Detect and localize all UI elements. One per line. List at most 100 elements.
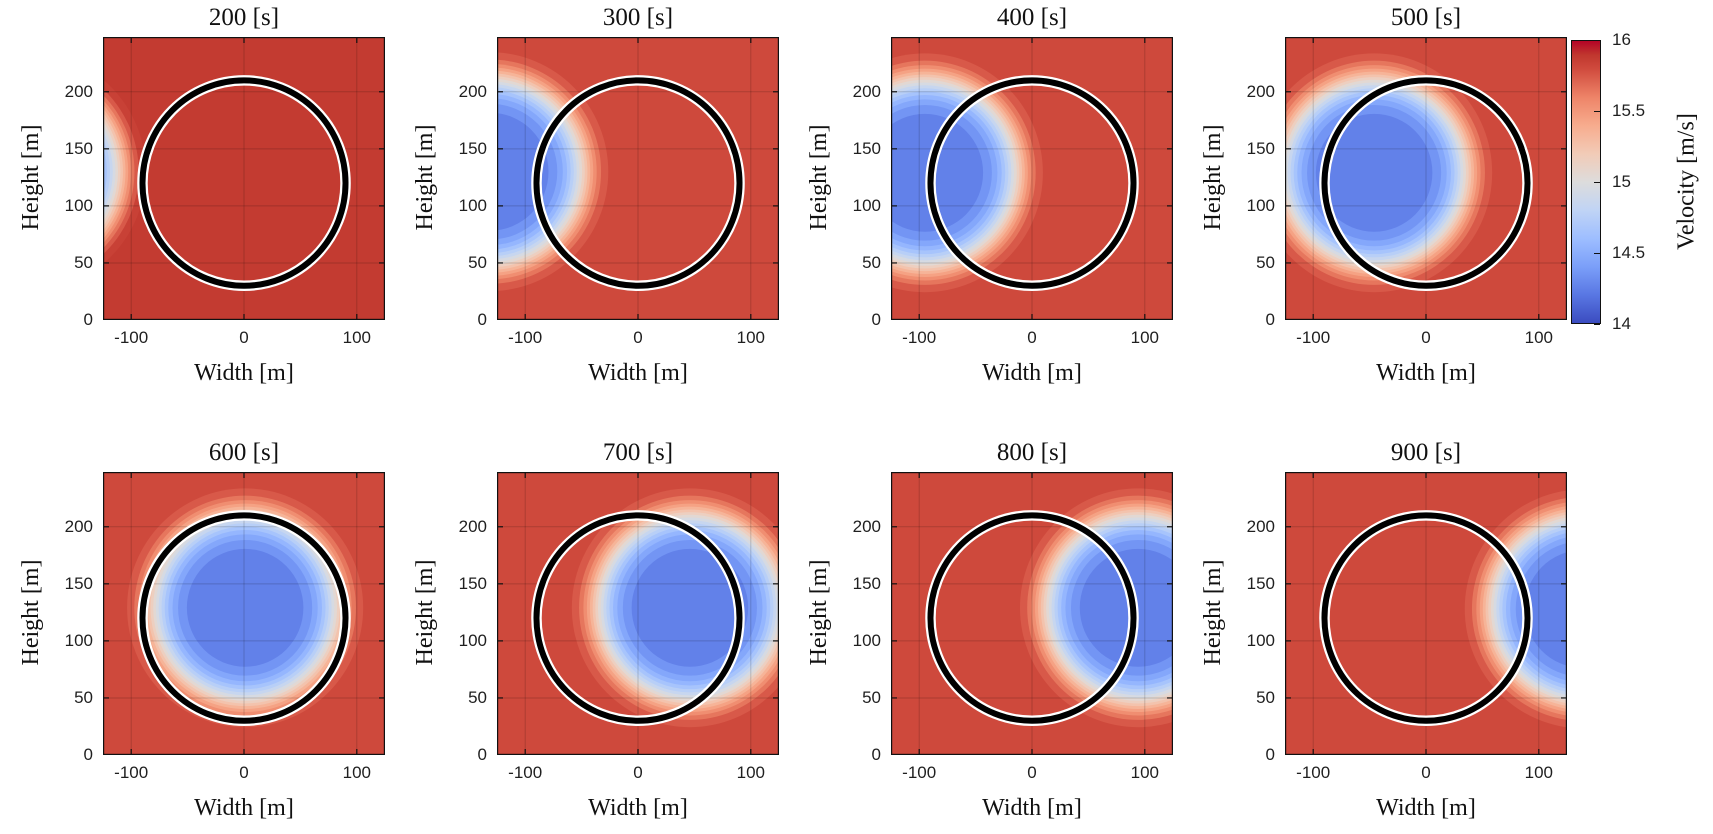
rotor-circle: [927, 512, 1137, 724]
colorbar-tick-label: 16: [1612, 30, 1631, 49]
x-tick-label: 0: [1421, 328, 1431, 347]
x-tick-label: -100: [114, 328, 149, 347]
rotor-circle: [1321, 512, 1531, 724]
rotor-circle: [139, 512, 349, 724]
rotor-circle: [139, 77, 349, 289]
x-tick-label: 100: [342, 328, 371, 347]
y-tick-label: 100: [64, 630, 93, 650]
axes-box: [1285, 37, 1567, 320]
y-tick-label: 150: [64, 573, 93, 593]
x-tick-label: 0: [1421, 763, 1431, 782]
y-axis-label-800s: Height [m]: [805, 559, 832, 665]
rotor-circle: [533, 512, 743, 724]
contour-plot-200s: [103, 37, 385, 320]
y-tick-label: 150: [852, 138, 881, 158]
y-tick-label: 100: [1246, 630, 1275, 650]
y-axis-label-700s: Height [m]: [411, 559, 438, 665]
colorbar-tick-mark: [1594, 111, 1600, 113]
y-tick-label: 200: [852, 516, 881, 536]
y-axis-label-500s: Height [m]: [1199, 124, 1226, 230]
x-tick-label: -100: [902, 763, 937, 782]
wake-contour-bands: [103, 79, 146, 264]
y-tick-label: 150: [458, 138, 487, 158]
x-tick-label: 100: [342, 763, 371, 782]
x-tick-label: 0: [1027, 763, 1037, 782]
x-tick-label: 0: [239, 328, 249, 347]
x-tick-label: 100: [736, 328, 765, 347]
x-tick-label: 0: [1027, 328, 1037, 347]
y-tick-label: 50: [862, 252, 881, 272]
grid-lines: [103, 472, 385, 755]
subplot-title-700s: 700 [s]: [602, 439, 674, 466]
axes-box: [891, 37, 1173, 320]
wake-contour-bands: [1020, 488, 1173, 728]
x-tick-label: 0: [633, 763, 643, 782]
subplot-title-800s: 800 [s]: [996, 439, 1068, 466]
y-tick-label: 50: [74, 252, 93, 272]
rotor-circle: [1321, 77, 1531, 289]
y-tick-label: 50: [468, 687, 487, 707]
y-tick-label: 50: [862, 687, 881, 707]
x-tick-label: 100: [736, 763, 765, 782]
y-tick-label: 50: [468, 252, 487, 272]
y-tick-label: 100: [852, 195, 881, 215]
x-axis-label-700s: Width [m]: [588, 795, 688, 821]
subplot-title-300s: 300 [s]: [602, 4, 674, 31]
subplot-title-600s: 600 [s]: [208, 439, 280, 466]
x-tick-label: 0: [239, 763, 249, 782]
x-tick-label: 0: [633, 328, 643, 347]
y-tick-label: 50: [1256, 252, 1275, 272]
y-tick-label: 100: [1246, 195, 1275, 215]
x-axis-label-400s: Width [m]: [982, 360, 1082, 386]
y-tick-label: 0: [477, 310, 487, 329]
x-tick-label: 100: [1130, 328, 1159, 347]
y-tick-label: 200: [1246, 516, 1275, 536]
y-tick-label: 0: [871, 745, 881, 764]
y-tick-label: 200: [458, 516, 487, 536]
y-tick-label: 0: [83, 745, 93, 764]
colorbar-tick-mark: [1594, 253, 1600, 255]
subplot-title-500s: 500 [s]: [1390, 4, 1462, 31]
subplot-title-400s: 400 [s]: [996, 4, 1068, 31]
y-tick-label: 100: [458, 195, 487, 215]
x-axis-label-800s: Width [m]: [982, 795, 1082, 821]
axes-box: [891, 472, 1173, 755]
y-axis-label-200s: Height [m]: [17, 124, 44, 230]
y-axis-label-900s: Height [m]: [1199, 559, 1226, 665]
axes-box: [103, 37, 385, 320]
x-tick-label: -100: [1296, 328, 1331, 347]
y-axis-label-300s: Height [m]: [411, 124, 438, 230]
y-tick-label: 200: [64, 516, 93, 536]
x-tick-label: 100: [1524, 763, 1553, 782]
y-tick-label: 200: [458, 81, 487, 101]
contour-plot-500s: [1285, 37, 1567, 320]
contour-plot-600s: [103, 472, 385, 755]
subplot-title-200s: 200 [s]: [208, 4, 280, 31]
colorbar-tick-mark: [1594, 324, 1600, 326]
x-tick-label: -100: [508, 328, 543, 347]
y-tick-label: 150: [1246, 138, 1275, 158]
subplot-title-900s: 900 [s]: [1390, 439, 1462, 466]
y-tick-label: 150: [458, 573, 487, 593]
colorbar-tick-mark: [1594, 182, 1600, 184]
x-tick-label: -100: [1296, 763, 1331, 782]
y-tick-label: 0: [83, 310, 93, 329]
wake-contour-bands: [127, 488, 364, 728]
colorbar-tick-label: 14.5: [1612, 243, 1646, 262]
y-tick-label: 200: [852, 81, 881, 101]
wake-contour-bands: [891, 53, 1043, 293]
y-tick-label: 150: [1246, 573, 1275, 593]
contour-plot-300s: [497, 37, 779, 320]
rotor-circle: [533, 77, 743, 289]
y-tick-label: 150: [64, 138, 93, 158]
x-tick-label: -100: [508, 763, 543, 782]
x-axis-label-900s: Width [m]: [1376, 795, 1476, 821]
x-axis-label-300s: Width [m]: [588, 360, 688, 386]
contour-plot-900s: [1285, 472, 1567, 755]
y-tick-label: 0: [871, 310, 881, 329]
contour-plot-400s: [891, 37, 1173, 320]
colorbar-tick-mark: [1594, 40, 1600, 42]
rotor-circle: [927, 77, 1137, 289]
colorbar-label: Velocity [m/s]: [1673, 113, 1700, 250]
